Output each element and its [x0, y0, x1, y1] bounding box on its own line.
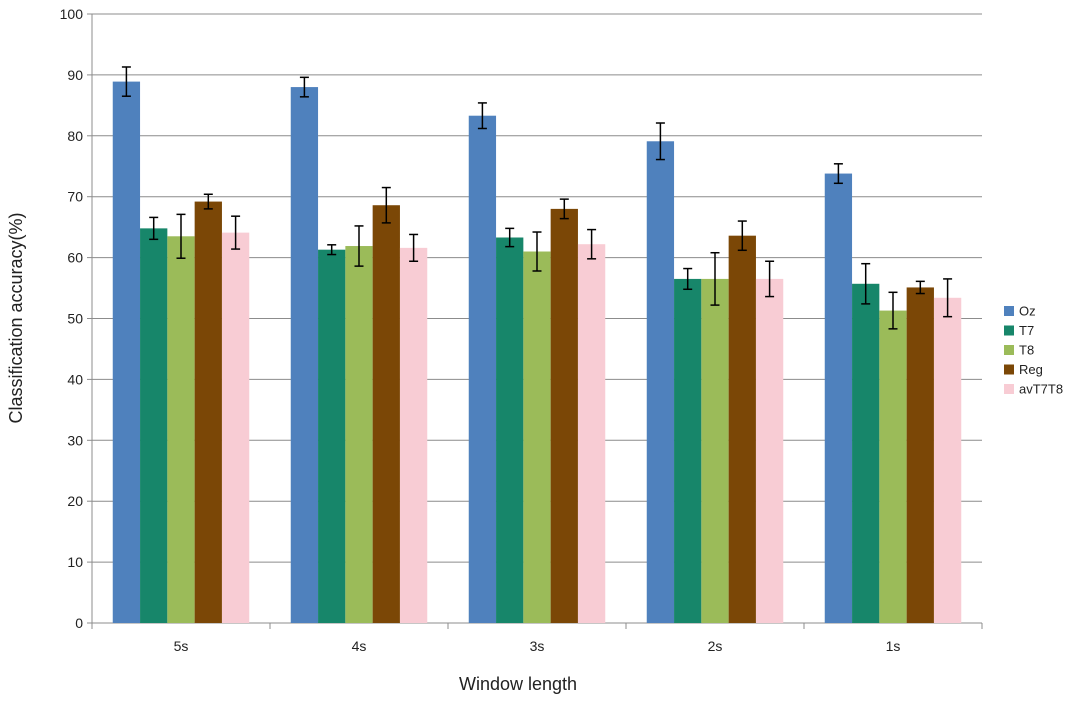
error-bar [327, 244, 337, 256]
bar-avt7t8-1s [933, 297, 962, 623]
y-tick-label: 100 [60, 6, 84, 22]
bar-t7-1s [852, 283, 880, 623]
legend-item: avT7T8 [1004, 382, 1063, 397]
bar-reg-5s [194, 201, 222, 623]
y-tick-label: 20 [67, 493, 83, 509]
error-bar [943, 278, 953, 318]
error-bar [710, 251, 720, 306]
bar-t7-5s [140, 228, 168, 624]
y-tick-label: 40 [67, 371, 83, 387]
error-bar [587, 228, 597, 260]
bar-avt7t8-5s [221, 232, 250, 624]
tick-labels: 0 10 20 30 40 50 60 70 80 90 100 5s 4s 3s 2s 1s [60, 6, 901, 654]
error-bar [409, 233, 419, 263]
error-bar [149, 216, 159, 241]
bar-oz-2s [646, 141, 675, 623]
legend-item: T7 [1004, 323, 1034, 338]
x-tick-label: 4s [352, 638, 367, 654]
y-tick-label: 80 [67, 128, 83, 144]
bar-oz-3s [468, 115, 497, 623]
legend-item: T8 [1004, 343, 1034, 358]
error-bar [477, 102, 487, 130]
bar-t8-2s [701, 278, 729, 623]
bar-t8-4s [345, 246, 373, 624]
bar-t8-1s [879, 310, 907, 623]
bar-reg-2s [728, 235, 756, 623]
legend-swatch [1004, 325, 1014, 336]
legend-label: Reg [1019, 362, 1043, 377]
error-bar [861, 262, 871, 305]
error-bar [203, 193, 213, 210]
bar-t8-5s [167, 236, 195, 623]
error-bar [176, 213, 186, 259]
error-bar [833, 163, 843, 185]
error-bar [121, 66, 131, 97]
y-tick-label: 10 [67, 554, 83, 570]
y-tick-label: 60 [67, 250, 83, 266]
y-tick-label: 50 [67, 311, 83, 327]
error-bar [765, 260, 775, 298]
error-bar [915, 280, 925, 295]
bar-avt7t8-2s [755, 278, 784, 623]
bar-avt7t8-3s [577, 244, 606, 623]
bar-avt7t8-4s [399, 247, 428, 623]
bar-reg-1s [906, 287, 934, 623]
legend-swatch [1004, 345, 1014, 355]
error-bar [683, 267, 693, 291]
error-bar [655, 122, 665, 161]
error-bar [354, 225, 364, 267]
error-bar [231, 215, 241, 250]
error-bar [737, 220, 747, 252]
legend-label: T8 [1019, 343, 1034, 358]
error-bar [559, 198, 569, 220]
error-bar [532, 231, 542, 272]
legend: Oz T7 T8 Reg avT7T8 [1004, 304, 1063, 397]
y-tick-label: 90 [67, 67, 83, 83]
bar-t7-4s [318, 249, 346, 624]
error-bar [299, 76, 309, 98]
error-bar [505, 227, 515, 248]
error-bar [381, 186, 391, 224]
x-tick-label: 5s [174, 638, 189, 654]
x-tick-label: 2s [708, 638, 723, 654]
y-tick-label: 70 [67, 189, 83, 205]
x-tick-label: 3s [530, 638, 545, 654]
y-tick-label: 0 [75, 615, 83, 631]
x-axis-title: Window length [459, 674, 577, 694]
bar-reg-4s [372, 205, 400, 623]
bar-oz-4s [290, 87, 319, 623]
legend-item: Oz [1004, 304, 1036, 319]
bars [112, 81, 962, 624]
error-bars [121, 66, 953, 330]
bar-t7-3s [496, 237, 524, 624]
error-bar [888, 291, 898, 330]
legend-label: avT7T8 [1019, 382, 1063, 397]
y-axis-title: Classification accuracy(%) [6, 212, 26, 423]
legend-swatch [1004, 384, 1014, 394]
bar-t7-2s [674, 278, 702, 623]
legend-swatch [1004, 364, 1014, 375]
bar-oz-1s [824, 173, 853, 624]
bar-reg-3s [550, 208, 578, 623]
legend-label: Oz [1019, 304, 1036, 319]
bar-t8-3s [523, 251, 551, 623]
x-tick-label: 1s [886, 638, 901, 654]
bar-oz-5s [112, 81, 141, 623]
legend-swatch [1004, 306, 1014, 316]
legend-item: Reg [1004, 362, 1043, 377]
legend-label: T7 [1019, 323, 1034, 338]
y-tick-label: 30 [67, 432, 83, 448]
